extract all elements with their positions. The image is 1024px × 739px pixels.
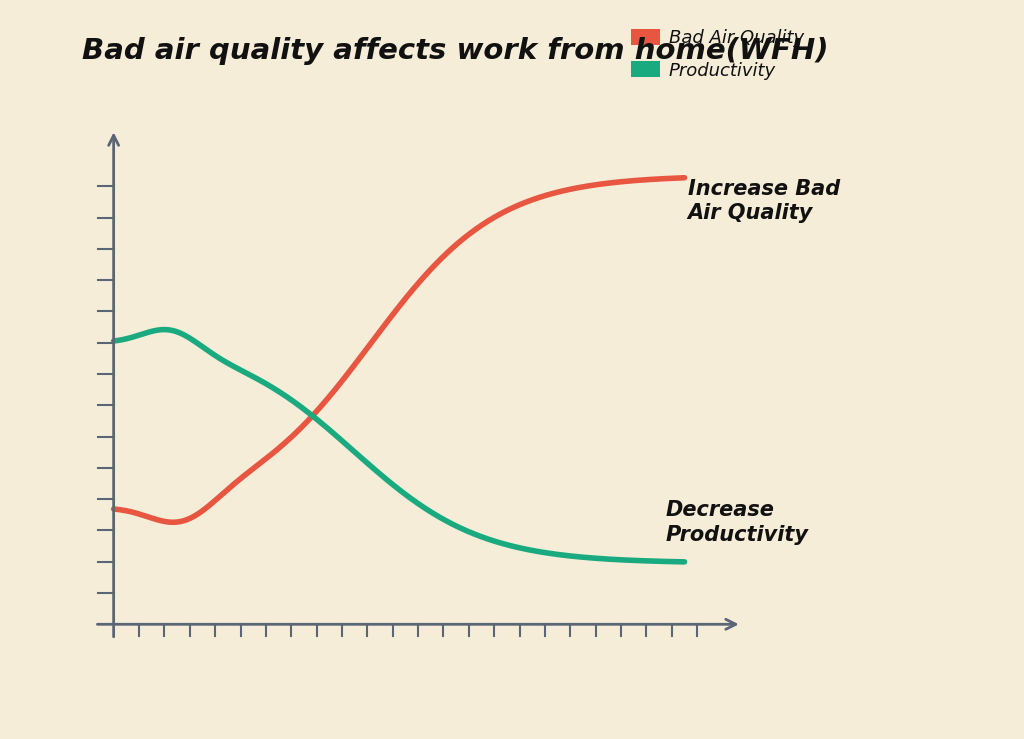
Text: Bad air quality affects work from home(WFH): Bad air quality affects work from home(W… bbox=[82, 37, 828, 65]
Legend: Bad Air Quality, Productivity: Bad Air Quality, Productivity bbox=[631, 29, 804, 80]
Text: Increase Bad
Air Quality: Increase Bad Air Quality bbox=[688, 179, 840, 223]
Text: Decrease
Productivity: Decrease Productivity bbox=[666, 500, 809, 545]
